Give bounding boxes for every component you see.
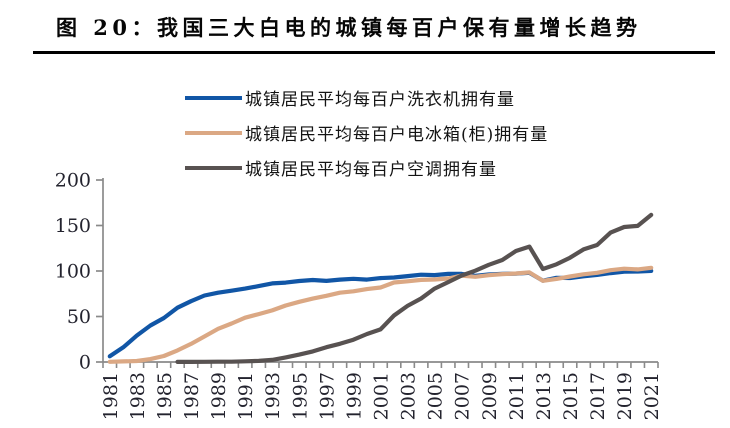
x-tick-label: 2013 (533, 372, 555, 420)
legend-line-swatch-air-conditioner (185, 165, 242, 170)
legend-label-air-conditioner: 城镇居民平均每百户空调拥有量 (245, 160, 497, 180)
title-divider (33, 51, 715, 54)
x-tick-label: 1995 (289, 372, 311, 420)
x-tick-label: 2009 (479, 372, 501, 420)
y-tick-label: 150 (55, 215, 91, 237)
x-tick-label: 2015 (560, 372, 582, 420)
x-tick-label: 2007 (452, 372, 474, 420)
x-tick-label: 2005 (425, 372, 447, 420)
x-tick-label: 1999 (343, 372, 365, 420)
legend-item-washing-machine: 城镇居民平均每百户洗衣机拥有量 (185, 86, 548, 110)
series-line-2 (175, 212, 654, 364)
x-tick-label: 1993 (262, 372, 284, 420)
x-tick-label: 1985 (154, 372, 176, 420)
y-tick-label: 0 (79, 352, 91, 374)
y-tick-label: 50 (67, 306, 91, 328)
x-tick-label: 2017 (587, 372, 609, 420)
figure-title: 图 20：我国三大白电的城镇每百户保有量增长趋势 (56, 15, 642, 40)
series-line-1 (107, 265, 654, 364)
x-tick-label: 1983 (127, 372, 149, 420)
x-tick-label: 1987 (181, 372, 203, 420)
x-tick-label: 2021 (641, 372, 663, 420)
legend-item-refrigerator: 城镇居民平均每百户电冰箱(柜)拥有量 (185, 121, 549, 145)
x-tick-label: 1997 (316, 372, 338, 420)
legend-label-washing-machine: 城镇居民平均每百户洗衣机拥有量 (245, 90, 515, 110)
y-tick-label: 200 (55, 170, 91, 192)
x-tick-label: 2011 (506, 372, 528, 420)
x-tick-label: 2001 (371, 372, 393, 420)
x-tick-label: 1991 (235, 372, 257, 420)
x-tick-label: 1981 (100, 372, 122, 420)
legend-line-swatch-refrigerator (185, 130, 242, 135)
chart-legend: 城镇居民平均每百户洗衣机拥有量 城镇居民平均每百户电冰箱(柜)拥有量 城镇居民平… (185, 86, 548, 191)
legend-label-refrigerator: 城镇居民平均每百户电冰箱(柜)拥有量 (245, 125, 549, 145)
x-tick-label: 2003 (398, 372, 420, 420)
legend-line-swatch-washing-machine (185, 95, 242, 100)
x-tick-label: 2019 (614, 372, 636, 420)
legend-item-air-conditioner: 城镇居民平均每百户空调拥有量 (185, 156, 548, 180)
y-tick-label: 100 (55, 261, 91, 283)
x-tick-label: 1989 (208, 372, 230, 420)
